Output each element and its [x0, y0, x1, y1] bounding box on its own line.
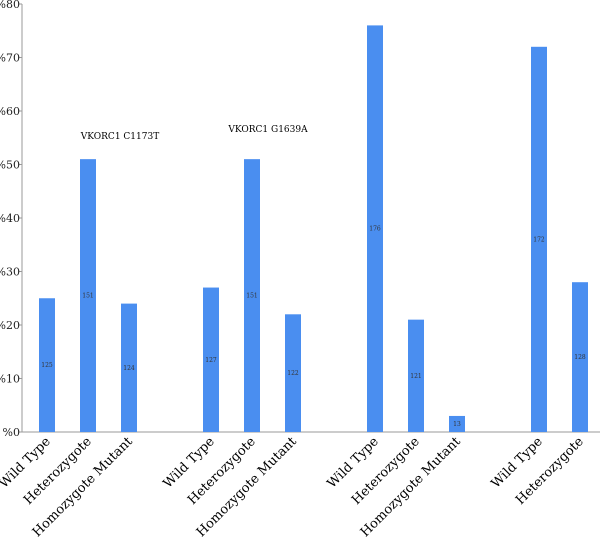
y-tick-label: %10	[0, 373, 20, 386]
bar-data-label: 121	[410, 373, 421, 380]
bar-data-label: 151	[246, 293, 257, 300]
bar	[408, 319, 424, 432]
bar-data-label: 13	[453, 421, 461, 428]
bar-data-label: 127	[205, 357, 217, 364]
bar	[244, 159, 260, 432]
y-tick-label: %30	[0, 266, 20, 279]
y-tick-label: %0	[3, 426, 20, 439]
bar-data-label: 172	[533, 236, 545, 243]
bar-data-label: 125	[41, 362, 53, 369]
y-tick-label: %60	[0, 105, 20, 118]
y-axis: %0 %10 %20 %30 %40 %50 %60 %70 %80	[0, 0, 600, 439]
bar-data-label: 124	[123, 365, 135, 372]
bar	[449, 415, 465, 432]
bar-data-label: 176	[369, 226, 381, 233]
bar	[572, 282, 588, 432]
bar	[285, 314, 301, 432]
y-tick-label: %50	[0, 159, 20, 172]
bar	[367, 25, 383, 433]
y-tick-label: %20	[0, 319, 20, 332]
bar	[121, 303, 137, 432]
y-tick-label: %70	[0, 52, 20, 65]
bar	[531, 46, 547, 433]
bar	[80, 159, 96, 432]
y-tick-label: %40	[0, 212, 20, 225]
annotations: VKORC1 C1173T VKORC1 G1639A	[80, 125, 308, 142]
bar	[203, 287, 219, 432]
bar	[39, 298, 55, 432]
bar-data-label: 122	[287, 370, 299, 377]
group-annotation: VKORC1 G1639A	[227, 125, 308, 135]
bars: 125 151 124 127 151 122 176 121 13 172 128	[39, 25, 588, 433]
y-tick-label: %80	[0, 0, 20, 11]
bar-data-label: 128	[574, 354, 586, 361]
group-annotation: VKORC1 C1173T	[80, 132, 159, 142]
bar-data-label: 151	[82, 293, 93, 300]
